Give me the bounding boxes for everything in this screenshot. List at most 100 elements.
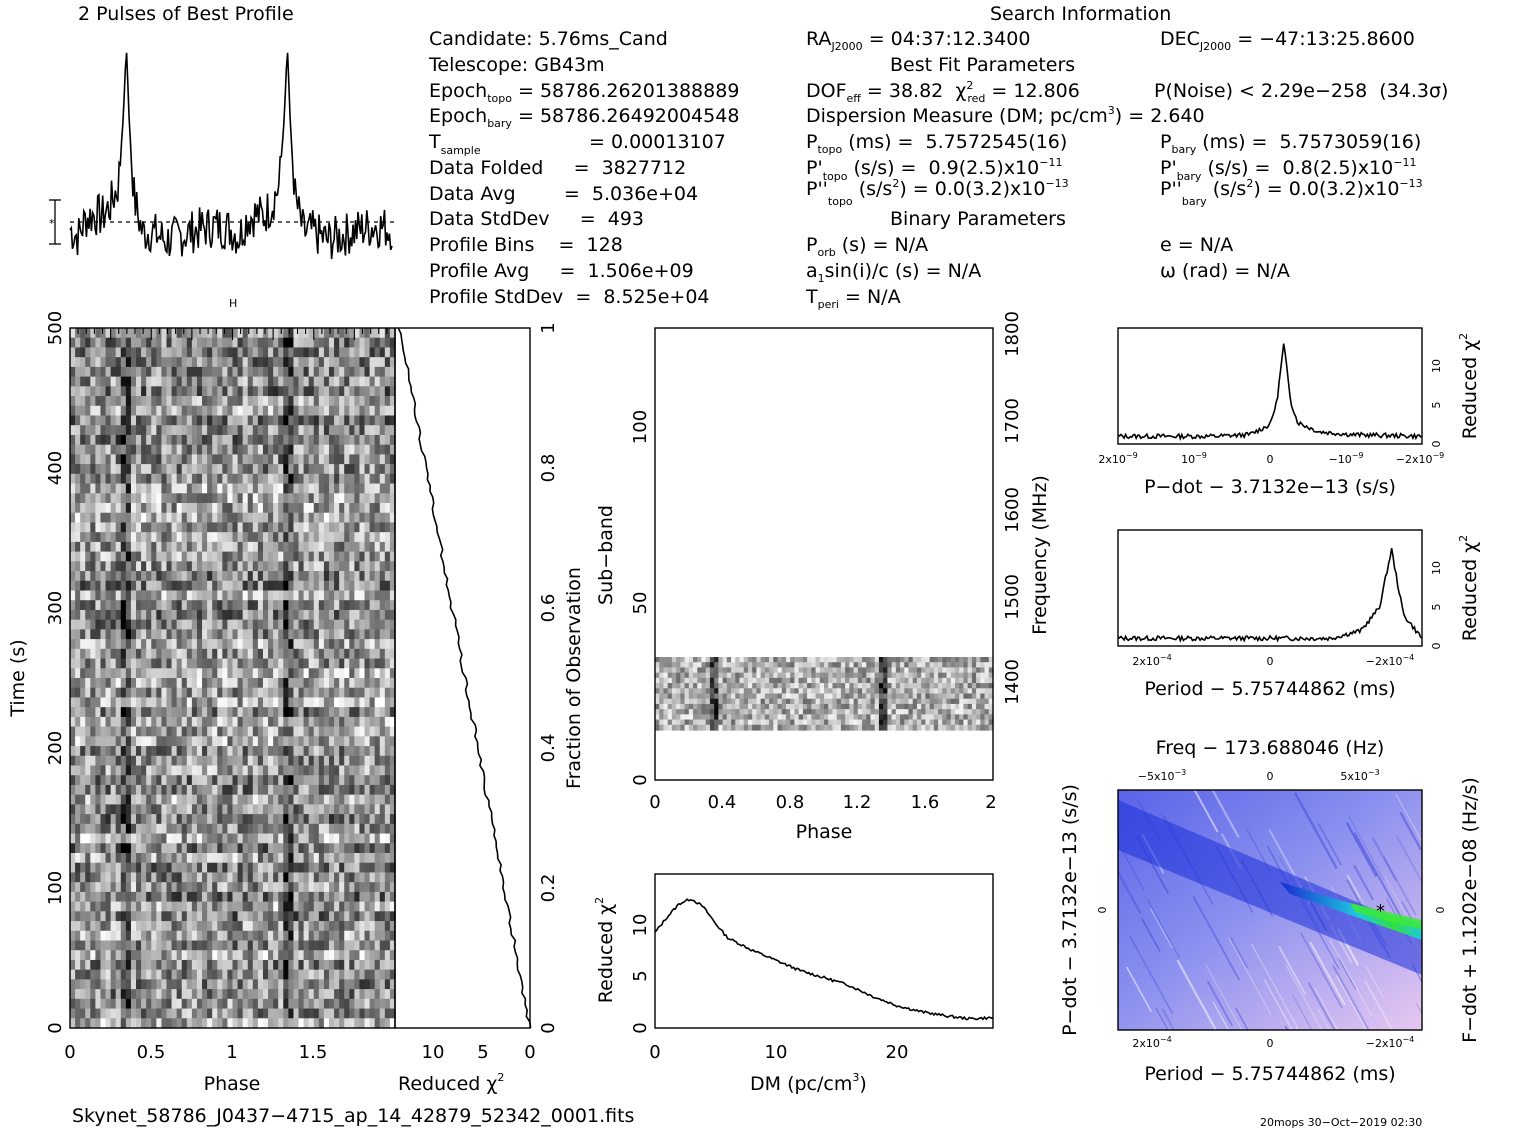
subband-cell [684,667,690,674]
time-phase-cell [257,347,264,358]
time-phase-cell [293,328,300,339]
time-phase-cell [374,784,381,796]
time-phase-cell [141,833,147,844]
time-phase-cell [202,512,208,524]
time-phase-cell [110,590,117,601]
time-phase-cell [303,639,310,650]
time-phase-cell [288,522,295,533]
time-phase-cell [166,979,173,990]
time-phase-cell [313,366,320,378]
subband-cell [925,667,931,674]
time-phase-cell [354,716,361,728]
time-phase-cell [95,833,102,844]
time-phase-cell [278,668,284,679]
time-phase-cell [105,425,112,436]
time-phase-cell [374,493,381,504]
subband-cell [938,667,943,674]
time-phase-cell [161,561,168,572]
time-phase-cell [196,464,203,475]
time-phase-cell [268,357,274,368]
subband-cell [667,672,673,679]
time-phase-cell [374,775,381,786]
time-phase-cell [359,882,366,893]
time-phase-cell [115,551,122,562]
time-phase-cell [379,823,386,835]
time-phase-cell [354,580,361,592]
time-phase-cell [120,853,127,864]
time-phase-cell [293,726,300,737]
time-phase-cell [161,823,168,835]
time-phase-cell [105,823,112,835]
time-phase-cell [100,347,107,358]
time-phase-cell [308,473,315,485]
time-phase-cell [90,765,96,776]
time-phase-cell [176,551,183,562]
time-phase-cell [191,804,198,815]
time-phase-cell [125,619,132,630]
time-phase-cell [268,609,274,621]
time-phase-cell [166,930,173,942]
subband-cell [976,667,981,674]
time-phase-cell [379,891,386,903]
time-phase-cell [247,493,254,504]
time-phase-cell [252,522,259,533]
subband-cell [950,667,956,674]
subband-cell [739,667,745,674]
time-phase-cell [379,687,386,699]
time-phase-cell [130,425,137,436]
time-phase-cell [141,843,147,854]
time-phase-cell [252,357,259,368]
time-phase-cell [369,493,376,504]
time-phase-cell [384,959,391,971]
time-phase-cell [115,454,122,465]
time-phase-cell [120,687,127,699]
time-phase-cell [100,658,107,669]
time-phase-cell [130,503,137,514]
subband-cell [853,662,859,669]
time-phase-cell [252,998,259,1010]
time-phase-cell [278,678,284,689]
time-phase-cell [125,580,132,592]
time-phase-cell [161,969,168,980]
time-phase-cell [374,522,381,533]
time-phase-cell [288,551,295,562]
subband-cell [709,667,715,674]
time-phase-cell [217,775,223,786]
time-phase-cell [100,678,107,689]
time-phase-cell [85,950,91,961]
time-phase-cell [237,784,244,796]
time-phase-cell [70,366,76,378]
time-phase-cell [354,386,361,397]
time-phase-cell [318,726,325,737]
time-phase-cell [202,473,208,485]
time-phase-cell [323,930,330,942]
time-phase-cell [298,337,305,349]
time-phase-cell [120,648,127,660]
time-phase-cell [207,590,213,601]
time-phase-cell [288,814,295,825]
subband-cell [747,657,753,663]
time-phase-cell [141,755,147,767]
time-phase-cell [232,571,239,582]
time-phase-cell [80,425,86,436]
time-phase-cell [105,853,112,864]
time-phase-cell [283,619,289,630]
time-phase-cell [196,366,203,378]
time-phase-cell [141,814,147,825]
time-phase-cell [237,775,244,786]
time-phase-cell [125,911,132,922]
time-phase-cell [181,989,188,1000]
time-phase-cell [156,376,163,387]
time-phase-cell [90,405,96,417]
time-phase-cell [191,853,198,864]
time-phase-cell [217,396,223,407]
time-phase-cell [222,804,229,815]
time-phase-cell [237,989,244,1000]
time-phase-cell [171,891,178,903]
time-phase-cell [339,328,345,339]
subband-cell [802,667,808,674]
time-phase-cell [359,911,366,922]
time-phase-cell [217,1008,223,1019]
subband-cell [735,662,741,669]
subband-cell [942,662,948,669]
